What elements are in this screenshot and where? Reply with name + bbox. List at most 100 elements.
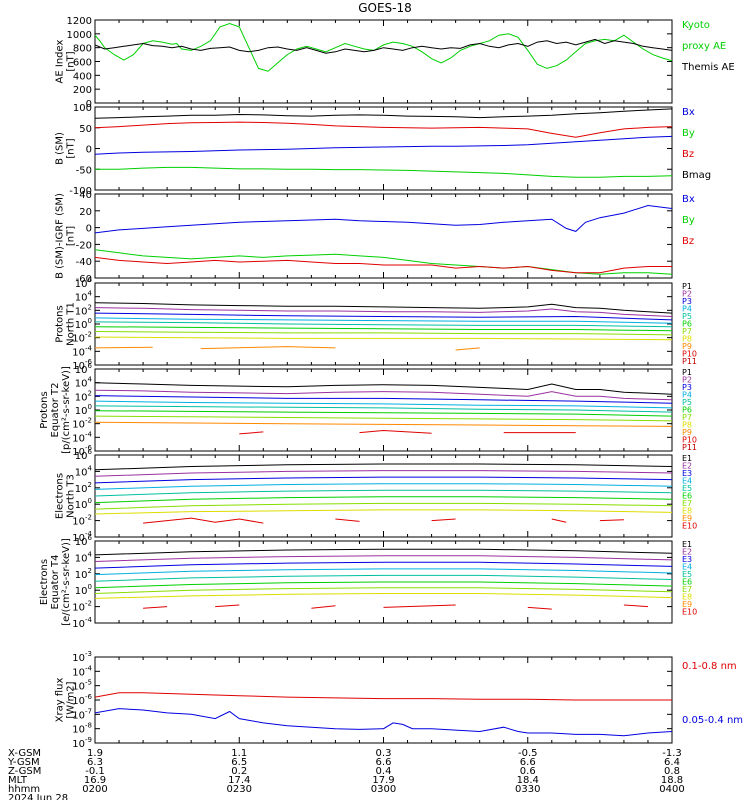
legend-label: P9 (682, 342, 692, 351)
legend-label: E8 (682, 593, 692, 602)
series-line-e4 (95, 568, 672, 576)
y-tick-label: 10-3 (72, 650, 92, 664)
legend-label: P2 (682, 376, 692, 385)
panel-7: 106 104 102 100 10-2 10-4 Electrons Equator T4[… (39, 534, 697, 630)
legend-label: E3 (682, 469, 692, 478)
legend-label: E4 (682, 477, 692, 486)
legend-label: E9 (682, 514, 692, 523)
panel-3: 40 20 0 -20 -40 -60 B (SM)-IGRF (SM) [nT] Bx By Bz (55, 190, 695, 285)
y-tick-label: 100 (75, 403, 92, 417)
series-group (95, 108, 672, 178)
y-tick-label: 106 (75, 362, 93, 376)
y-tick-label: -100 (69, 186, 92, 197)
y-axis-label: North T1 (66, 302, 77, 346)
legend-label: By (682, 128, 695, 139)
footer-row-value: 0.3 (376, 748, 392, 759)
footer-row-value: 0400 (659, 784, 684, 795)
y-axis-label: [W/m2] (66, 681, 77, 718)
series-line-p2 (95, 307, 672, 317)
footer-row-label: hhmm (8, 784, 40, 795)
footer-row-value: 0.2 (231, 766, 247, 777)
series-line-e3 (95, 561, 672, 569)
legend-label: E1 (682, 454, 692, 463)
y-tick-label: 104 (75, 290, 93, 304)
series-line-p4 (95, 317, 672, 324)
series-line-e4 (95, 483, 672, 490)
footer-row-value: 16.9 (84, 775, 106, 786)
series-group (95, 302, 672, 350)
y-tick-label: 40 (79, 190, 92, 201)
legend-label: P9 (682, 428, 692, 437)
series-line-by (95, 166, 672, 178)
legend-label: Themis AE (681, 62, 735, 73)
legend-label: Bz (682, 236, 694, 247)
footer-row-value: 6.6 (376, 757, 392, 768)
footer-row-value: 0230 (227, 784, 252, 795)
legend-label: P10 (682, 350, 697, 359)
legend-label: P11 (682, 357, 697, 366)
footer-row-value: 6.5 (231, 757, 247, 768)
y-axis-label: [p/(cm²-s-sr-keV)] (61, 366, 72, 454)
legend-label: E6 (682, 492, 692, 501)
series-line-by (95, 249, 672, 275)
y-axis-label: [nT] (66, 138, 77, 158)
legend-label: E3 (682, 555, 692, 564)
series-line-p2 (95, 389, 672, 401)
series-line-0-1-0-8-nm (95, 692, 672, 701)
footer-row-value: -1.3 (662, 748, 682, 759)
series-group (95, 548, 672, 610)
series-line-p3 (95, 395, 672, 404)
legend-label: E5 (682, 570, 692, 579)
footer-date: 2024 Jun 28 (8, 793, 68, 800)
y-tick-label: 0 (86, 145, 92, 156)
series-line-e7 (95, 587, 672, 594)
legend-label: P6 (682, 406, 692, 415)
y-tick-label: 400 (73, 71, 92, 82)
legend-label: P4 (682, 391, 692, 400)
footer-row-value: 6.4 (664, 757, 680, 768)
y-axis-label: Electrons (55, 473, 66, 519)
footer-row-value: 17.9 (372, 775, 394, 786)
y-tick-label: 102 (75, 303, 92, 317)
legend-label: P7 (682, 327, 692, 336)
footer-row-value: 0330 (515, 784, 540, 795)
legend-label: P5 (682, 398, 692, 407)
y-tick-label: -40 (76, 257, 92, 268)
series-line-p8 (95, 421, 672, 427)
legend-label: E2 (682, 462, 692, 471)
y-axis-label: Protons (39, 391, 50, 428)
y-tick-label: -60 (76, 274, 92, 285)
series-line-bx (95, 204, 672, 234)
y-tick-label: 600 (73, 58, 92, 69)
legend-label: Bx (682, 194, 695, 205)
series-line-bz (95, 121, 672, 138)
y-tick-label: 100 (75, 583, 92, 597)
legend-label: E7 (682, 499, 692, 508)
series-group (95, 463, 672, 524)
y-tick-label: -50 (76, 165, 92, 176)
series-line-e8 (95, 593, 672, 599)
panel-2: 100 50 0 -50 -100 B (SM) [nT] Bx By Bz Bmag (55, 103, 712, 197)
y-axis-label: [nT] (66, 226, 77, 246)
legend-label: E8 (682, 507, 692, 516)
y-tick-label: 10-2 (72, 600, 92, 614)
legend-label: P8 (682, 421, 692, 430)
legend-label: P3 (682, 297, 692, 306)
footer-row-value: -0.5 (518, 748, 538, 759)
footer-row-value: 0.8 (664, 766, 680, 777)
footer-row-value: 17.4 (228, 775, 250, 786)
legend-label: P7 (682, 413, 692, 422)
y-tick-label: 50 (79, 124, 92, 135)
y-tick-label: 104 (75, 376, 93, 390)
series-line-p1 (95, 302, 672, 314)
y-tick-label: -20 (76, 240, 92, 251)
y-tick-label: 20 (79, 207, 92, 218)
series-line-p7 (95, 331, 672, 336)
y-axis-label: Protons (55, 305, 66, 342)
legend-label: 0.1-0.8 nm (682, 661, 737, 672)
